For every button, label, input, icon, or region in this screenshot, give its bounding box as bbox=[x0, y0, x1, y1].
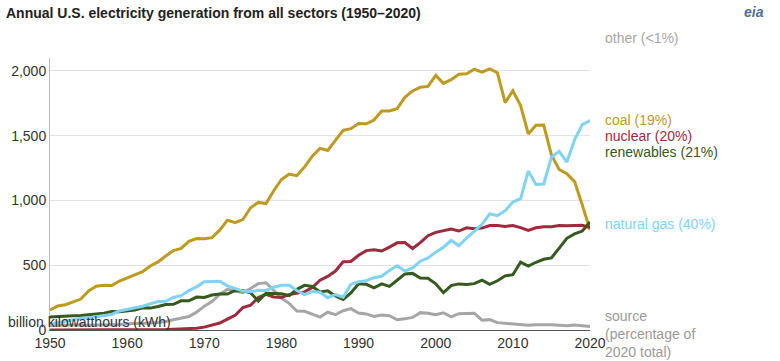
svg-text:eia: eia bbox=[744, 4, 764, 20]
svg-text:1,500: 1,500 bbox=[11, 128, 46, 144]
svg-text:500: 500 bbox=[23, 257, 47, 273]
svg-text:1950: 1950 bbox=[34, 335, 65, 351]
svg-text:billion kilowatthours (kWh): billion kilowatthours (kWh) bbox=[8, 314, 171, 330]
svg-text:2020: 2020 bbox=[574, 335, 605, 351]
svg-text:1980: 1980 bbox=[266, 335, 297, 351]
svg-text:2,000: 2,000 bbox=[11, 63, 46, 79]
svg-text:Annual U.S. electricity genera: Annual U.S. electricity generation from … bbox=[6, 5, 421, 21]
svg-text:coal (19%): coal (19%) bbox=[605, 112, 672, 128]
svg-text:0: 0 bbox=[38, 322, 46, 338]
svg-text:2010: 2010 bbox=[497, 335, 528, 351]
svg-text:1960: 1960 bbox=[112, 335, 143, 351]
svg-text:2000: 2000 bbox=[420, 335, 451, 351]
svg-text:1970: 1970 bbox=[189, 335, 220, 351]
svg-text:renewables (21%): renewables (21%) bbox=[605, 144, 718, 160]
svg-text:1,000: 1,000 bbox=[11, 192, 46, 208]
svg-text:nuclear (20%): nuclear (20%) bbox=[605, 128, 692, 144]
svg-text:natural gas (40%): natural gas (40%) bbox=[605, 216, 716, 232]
svg-text:1990: 1990 bbox=[343, 335, 374, 351]
svg-text:source(percentage of2020 total: source(percentage of2020 total) bbox=[605, 308, 695, 360]
svg-text:other (<1%): other (<1%) bbox=[605, 30, 679, 46]
